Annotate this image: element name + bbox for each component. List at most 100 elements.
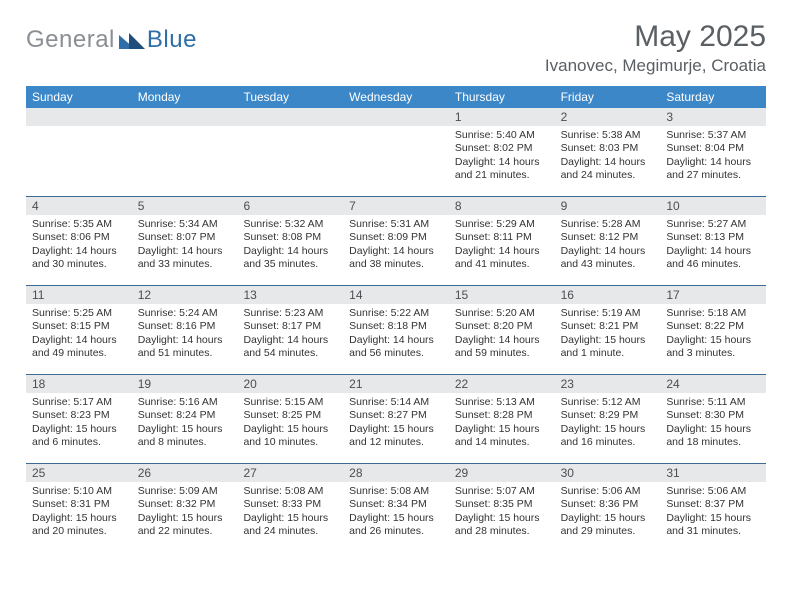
day-number-band: 21 bbox=[343, 375, 449, 393]
day-detail-line: and 6 minutes. bbox=[32, 436, 126, 449]
day-detail-line: Daylight: 15 hours bbox=[666, 423, 760, 436]
calendar-day: 4Sunrise: 5:35 AMSunset: 8:06 PMDaylight… bbox=[26, 197, 132, 285]
weekday-header: Friday bbox=[555, 86, 661, 108]
calendar-day: 9 Sunrise: 5:28 AMSunset: 8:12 PMDaylight… bbox=[555, 197, 661, 285]
day-detail-line: and 20 minutes. bbox=[32, 525, 126, 538]
day-detail-line: Sunset: 8:35 PM bbox=[455, 498, 549, 511]
day-detail-line: Daylight: 15 hours bbox=[561, 334, 655, 347]
day-detail-line: Daylight: 15 hours bbox=[349, 512, 443, 525]
day-details: Sunrise: 5:25 AMSunset: 8:15 PMDaylight:… bbox=[26, 304, 132, 367]
day-number-band: 16 bbox=[555, 286, 661, 304]
triangle-icon bbox=[119, 31, 145, 49]
day-detail-line: Sunrise: 5:28 AM bbox=[561, 218, 655, 231]
day-detail-line: Daylight: 15 hours bbox=[349, 423, 443, 436]
day-detail-line: Sunset: 8:09 PM bbox=[349, 231, 443, 244]
day-number-band: 12 bbox=[132, 286, 238, 304]
day-detail-line: Daylight: 14 hours bbox=[349, 245, 443, 258]
day-detail-line: Daylight: 15 hours bbox=[243, 423, 337, 436]
day-detail-line: Sunset: 8:16 PM bbox=[138, 320, 232, 333]
day-details: Sunrise: 5:28 AMSunset: 8:12 PMDaylight:… bbox=[555, 215, 661, 278]
day-number-band: 17 bbox=[660, 286, 766, 304]
day-detail-line: and 3 minutes. bbox=[666, 347, 760, 360]
day-detail-line: Sunset: 8:02 PM bbox=[455, 142, 549, 155]
day-detail-line: Sunrise: 5:12 AM bbox=[561, 396, 655, 409]
day-number: 27 bbox=[243, 466, 256, 480]
day-number: 19 bbox=[138, 377, 151, 391]
day-number-band: 25 bbox=[26, 464, 132, 482]
day-detail-line: Sunset: 8:21 PM bbox=[561, 320, 655, 333]
weekday-header: Saturday bbox=[660, 86, 766, 108]
day-number-band bbox=[237, 108, 343, 126]
day-number: 9 bbox=[561, 199, 568, 213]
day-detail-line: Sunset: 8:08 PM bbox=[243, 231, 337, 244]
day-details: Sunrise: 5:10 AMSunset: 8:31 PMDaylight:… bbox=[26, 482, 132, 545]
day-detail-line: Sunrise: 5:06 AM bbox=[666, 485, 760, 498]
day-number-band: 7 bbox=[343, 197, 449, 215]
day-detail-line: Sunset: 8:23 PM bbox=[32, 409, 126, 422]
day-detail-line: and 51 minutes. bbox=[138, 347, 232, 360]
day-number-band: 14 bbox=[343, 286, 449, 304]
day-number-band: 29 bbox=[449, 464, 555, 482]
day-details: Sunrise: 5:17 AMSunset: 8:23 PMDaylight:… bbox=[26, 393, 132, 456]
day-detail-line: Sunrise: 5:11 AM bbox=[666, 396, 760, 409]
day-number-band: 20 bbox=[237, 375, 343, 393]
day-number-band: 15 bbox=[449, 286, 555, 304]
day-detail-line: and 8 minutes. bbox=[138, 436, 232, 449]
day-number: 29 bbox=[455, 466, 468, 480]
day-detail-line: Sunrise: 5:40 AM bbox=[455, 129, 549, 142]
day-detail-line: and 24 minutes. bbox=[243, 525, 337, 538]
day-detail-line: Sunset: 8:18 PM bbox=[349, 320, 443, 333]
brand-logo: General Blue bbox=[26, 18, 197, 54]
day-number: 21 bbox=[349, 377, 362, 391]
day-number: 5 bbox=[138, 199, 145, 213]
calendar-day bbox=[237, 108, 343, 196]
calendar-day: 23Sunrise: 5:12 AMSunset: 8:29 PMDayligh… bbox=[555, 375, 661, 463]
day-details: Sunrise: 5:32 AMSunset: 8:08 PMDaylight:… bbox=[237, 215, 343, 278]
day-details: Sunrise: 5:06 AMSunset: 8:36 PMDaylight:… bbox=[555, 482, 661, 545]
day-number: 13 bbox=[243, 288, 256, 302]
day-number: 17 bbox=[666, 288, 679, 302]
calendar-day: 11Sunrise: 5:25 AMSunset: 8:15 PMDayligh… bbox=[26, 286, 132, 374]
calendar-day: 2Sunrise: 5:38 AMSunset: 8:03 PMDaylight… bbox=[555, 108, 661, 196]
calendar-day: 31Sunrise: 5:06 AMSunset: 8:37 PMDayligh… bbox=[660, 464, 766, 552]
calendar-day: 21Sunrise: 5:14 AMSunset: 8:27 PMDayligh… bbox=[343, 375, 449, 463]
day-detail-line: and 30 minutes. bbox=[32, 258, 126, 271]
day-detail-line: Daylight: 14 hours bbox=[455, 156, 549, 169]
calendar-week: 11Sunrise: 5:25 AMSunset: 8:15 PMDayligh… bbox=[26, 285, 766, 374]
day-detail-line: Daylight: 15 hours bbox=[666, 334, 760, 347]
day-detail-line: Daylight: 15 hours bbox=[455, 512, 549, 525]
day-detail-line: Sunset: 8:37 PM bbox=[666, 498, 760, 511]
day-number-band: 9 bbox=[555, 197, 661, 215]
calendar-day: 7Sunrise: 5:31 AMSunset: 8:09 PMDaylight… bbox=[343, 197, 449, 285]
day-details: Sunrise: 5:37 AMSunset: 8:04 PMDaylight:… bbox=[660, 126, 766, 189]
weekday-header-row: SundayMondayTuesdayWednesdayThursdayFrid… bbox=[26, 86, 766, 108]
day-detail-line: Sunrise: 5:25 AM bbox=[32, 307, 126, 320]
day-details: Sunrise: 5:22 AMSunset: 8:18 PMDaylight:… bbox=[343, 304, 449, 367]
calendar-day: 27Sunrise: 5:08 AMSunset: 8:33 PMDayligh… bbox=[237, 464, 343, 552]
day-detail-line: Daylight: 14 hours bbox=[138, 334, 232, 347]
day-number: 24 bbox=[666, 377, 679, 391]
calendar-week: 4Sunrise: 5:35 AMSunset: 8:06 PMDaylight… bbox=[26, 196, 766, 285]
day-detail-line: Sunset: 8:31 PM bbox=[32, 498, 126, 511]
day-details: Sunrise: 5:11 AMSunset: 8:30 PMDaylight:… bbox=[660, 393, 766, 456]
calendar-day: 1Sunrise: 5:40 AMSunset: 8:02 PMDaylight… bbox=[449, 108, 555, 196]
day-detail-line: Sunset: 8:24 PM bbox=[138, 409, 232, 422]
day-number: 18 bbox=[32, 377, 45, 391]
day-detail-line: Daylight: 14 hours bbox=[243, 245, 337, 258]
weekday-header: Sunday bbox=[26, 86, 132, 108]
calendar-day: 28Sunrise: 5:08 AMSunset: 8:34 PMDayligh… bbox=[343, 464, 449, 552]
day-details: Sunrise: 5:29 AMSunset: 8:11 PMDaylight:… bbox=[449, 215, 555, 278]
day-number: 22 bbox=[455, 377, 468, 391]
day-detail-line: Daylight: 14 hours bbox=[32, 245, 126, 258]
day-detail-line: Daylight: 14 hours bbox=[455, 334, 549, 347]
day-detail-line: and 24 minutes. bbox=[561, 169, 655, 182]
day-number: 15 bbox=[455, 288, 468, 302]
calendar-day: 22Sunrise: 5:13 AMSunset: 8:28 PMDayligh… bbox=[449, 375, 555, 463]
day-details: Sunrise: 5:19 AMSunset: 8:21 PMDaylight:… bbox=[555, 304, 661, 367]
day-detail-line: Sunset: 8:36 PM bbox=[561, 498, 655, 511]
day-detail-line: and 10 minutes. bbox=[243, 436, 337, 449]
day-detail-line: and 31 minutes. bbox=[666, 525, 760, 538]
day-details: Sunrise: 5:08 AMSunset: 8:34 PMDaylight:… bbox=[343, 482, 449, 545]
day-detail-line: Sunrise: 5:38 AM bbox=[561, 129, 655, 142]
day-details bbox=[132, 126, 238, 195]
